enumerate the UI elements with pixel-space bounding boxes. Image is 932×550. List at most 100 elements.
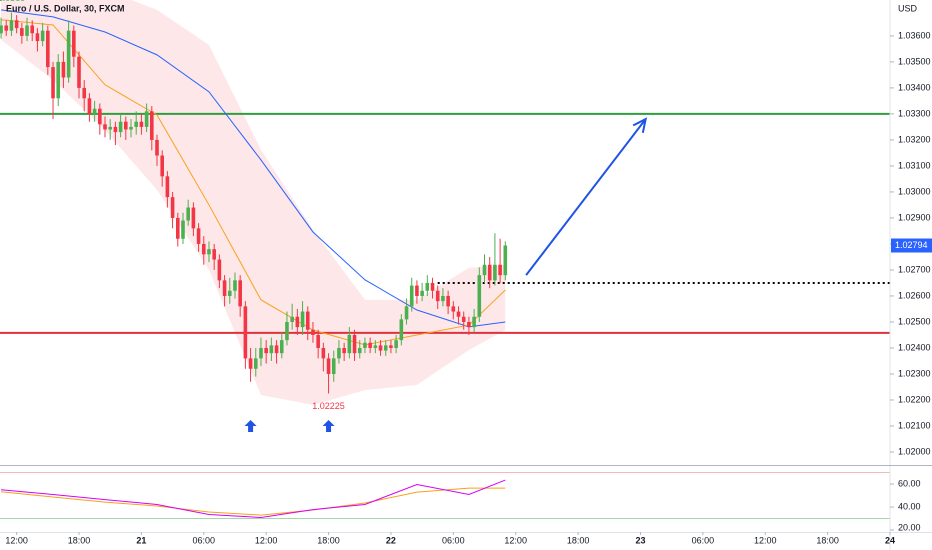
candle-body [368, 342, 372, 348]
price-pane: 1.0369 1.02225 [0, 0, 890, 432]
candle-body [40, 30, 45, 42]
arrow-head [632, 117, 648, 134]
rsi-pane [0, 472, 890, 520]
bollinger-band [1, 0, 506, 405]
candle-body [300, 311, 305, 328]
candle-body [14, 20, 19, 29]
candle-body [363, 342, 367, 348]
y-tick-label: 1.02300 [898, 368, 931, 378]
candle-body [259, 347, 263, 359]
moving-average [0, 19, 506, 346]
high-label: 1.0369 [0, 0, 25, 3]
y-tick-label: 1.02000 [898, 446, 931, 456]
candle-body [103, 124, 107, 130]
candle-body [331, 358, 336, 374]
candle-body [352, 334, 357, 354]
candle-body [108, 126, 113, 130]
candle-body [498, 264, 502, 276]
candle-body [66, 30, 71, 78]
candle-body [238, 280, 242, 307]
candle-body [87, 98, 92, 114]
currency-label: USD [898, 3, 918, 13]
candle-body [316, 334, 320, 348]
candle-body [139, 121, 144, 127]
x-tick-label: 23 [635, 535, 645, 545]
candle-body [155, 139, 159, 156]
candle-body [77, 56, 81, 88]
y-tick-label: 1.02100 [898, 420, 931, 430]
candle-body [113, 126, 118, 133]
x-tick-label: 12:00 [504, 535, 527, 545]
trend-arrow [525, 118, 647, 276]
candle-body [430, 282, 435, 291]
y-tick-label: 1.03100 [898, 160, 931, 170]
candle-body [20, 28, 24, 36]
price-tag-label: 1.02794 [895, 240, 928, 250]
candle-body [482, 264, 487, 276]
y-tick-label: 1.02600 [898, 290, 931, 300]
candle-body [290, 316, 294, 322]
y-tick-label: 1.02400 [898, 342, 931, 352]
x-tick-label: 24 [885, 535, 895, 545]
up-marker [244, 419, 257, 432]
up-marker [322, 419, 335, 432]
candle-body [165, 176, 170, 198]
x-tick-label: 22 [386, 535, 396, 545]
low-label: 1.02225 [312, 401, 345, 411]
x-tick-label: 18:00 [68, 535, 91, 545]
candle-body [477, 275, 482, 317]
x-tick-label: 12:00 [5, 535, 28, 545]
rsi-y-tick-label: 20.00 [898, 522, 921, 532]
candle-body [383, 345, 388, 351]
candle-body [217, 259, 222, 281]
candle-body [207, 249, 211, 255]
x-tick-label: 06:00 [193, 535, 216, 545]
candle-body [72, 30, 76, 57]
y-tick-label: 1.03300 [898, 108, 931, 118]
candle-body [61, 61, 66, 78]
candle-body [51, 67, 55, 99]
candle-body [4, 25, 9, 31]
candle-body [409, 285, 414, 307]
candle-body [56, 61, 61, 99]
price-tag [891, 238, 932, 253]
candle-body [441, 295, 445, 302]
candle-body [196, 228, 201, 244]
candle-body [253, 358, 258, 369]
candle-body [493, 264, 497, 281]
y-tick-label: 1.03500 [898, 56, 931, 66]
candle-body [264, 347, 268, 354]
y-tick-label: 1.03000 [898, 186, 931, 196]
candle-body [373, 345, 378, 348]
candle-body [420, 290, 424, 296]
x-tick-label: 21 [136, 535, 146, 545]
candle-body [337, 347, 341, 359]
candle-body [378, 345, 383, 351]
candle-body [399, 319, 404, 341]
x-tick-label: 18:00 [567, 535, 590, 545]
moving-average [0, 9, 506, 328]
candle-body [118, 121, 123, 133]
y-tick-label: 1.02900 [898, 212, 931, 222]
candle-body [285, 321, 289, 341]
candle-body [243, 306, 248, 359]
candle-body [404, 306, 409, 320]
rsi-y-tick-label: 40.00 [898, 501, 921, 511]
candle-body [212, 249, 216, 260]
candle-body [98, 108, 102, 125]
candle-body [311, 329, 315, 335]
chart-title: Euro / U.S. Dollar, 30, FXCM [6, 3, 125, 13]
candle-body [233, 280, 237, 291]
candle-body [186, 207, 190, 221]
candle-body [456, 311, 461, 317]
candle-body [326, 358, 331, 374]
x-tick-label: 12:00 [754, 535, 777, 545]
rsi-ma [0, 487, 506, 516]
candle-body [487, 264, 492, 281]
candle-body [305, 311, 310, 330]
candle-body [451, 306, 456, 312]
x-tick-label: 12:00 [255, 535, 278, 545]
candle-body [9, 20, 14, 31]
candle-body [425, 282, 430, 291]
